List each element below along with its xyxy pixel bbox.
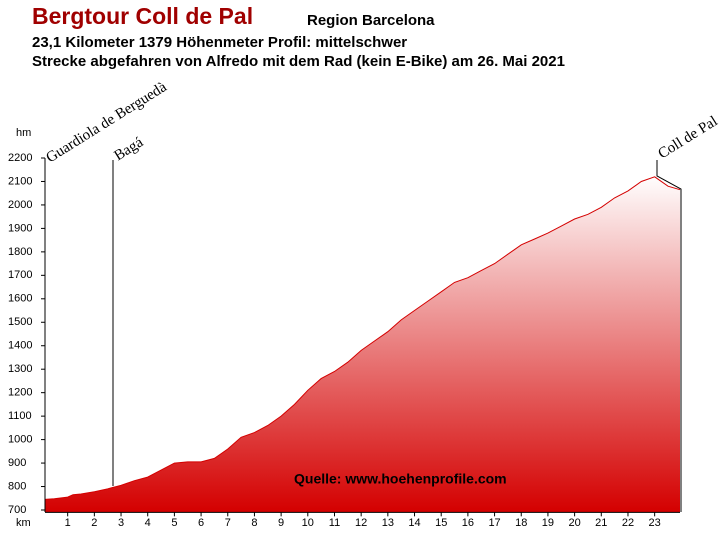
y-tick-label: 1400 <box>8 340 32 352</box>
y-tick-label: 2100 <box>8 175 32 187</box>
y-tick-label: 1900 <box>8 222 32 234</box>
annotation: Guardiola de Berguedà <box>43 79 170 166</box>
x-tick-label: 16 <box>462 517 474 529</box>
y-tick-label: 700 <box>8 504 26 516</box>
x-tick-label: 5 <box>171 517 177 529</box>
x-tick-label: 23 <box>649 517 661 529</box>
x-tick-label: 8 <box>251 517 257 529</box>
y-tick-label: 1700 <box>8 269 32 281</box>
region: Region Barcelona <box>307 12 435 29</box>
y-tick-label: 1500 <box>8 316 32 328</box>
x-axis-label: km <box>16 517 31 529</box>
subtitle: Strecke abgefahren von Alfredo mit dem R… <box>32 53 565 70</box>
x-tick-label: 1 <box>65 517 71 529</box>
x-tick-label: 22 <box>622 517 634 529</box>
area <box>45 176 680 513</box>
y-tick-label: 800 <box>8 480 26 492</box>
x-tick-label: 7 <box>225 517 231 529</box>
x-tick-label: 6 <box>198 517 204 529</box>
x-tick-label: 17 <box>488 517 500 529</box>
x-tick-label: 21 <box>595 517 607 529</box>
y-tick-label: 1000 <box>8 434 32 446</box>
y-tick-label: 2000 <box>8 199 32 211</box>
subtitle: 23,1 Kilometer 1379 Höhenmeter Profil: m… <box>32 34 407 51</box>
x-tick-label: 14 <box>408 517 420 529</box>
x-tick-label: 18 <box>515 517 527 529</box>
x-tick-label: 9 <box>278 517 284 529</box>
x-tick-label: 20 <box>568 517 580 529</box>
y-tick-label: 1800 <box>8 246 32 258</box>
annotation: Bagá <box>111 134 146 164</box>
x-tick-label: 11 <box>329 517 340 529</box>
line <box>44 176 681 500</box>
marker-line <box>656 160 682 512</box>
x-tick-label: 10 <box>302 517 314 529</box>
plot: 700 800 900 1000 1100 1200 1300 1400 1500 1600 170… <box>8 152 681 529</box>
x-tick-label: 13 <box>382 517 394 529</box>
y-tick-label: 1200 <box>8 387 32 399</box>
y-tick-label: 900 <box>8 457 26 469</box>
x-tick-label: 2 <box>91 517 97 529</box>
y-axis-label: hm <box>16 127 31 139</box>
x-tick-label: 4 <box>145 517 151 529</box>
y-tick-label: 1100 <box>8 410 32 422</box>
y-tick-label: 2200 <box>8 152 32 164</box>
source: Quelle: www.hoehenprofile.com <box>294 471 507 487</box>
x-tick-label: 12 <box>355 517 367 529</box>
x-tick-label: 3 <box>118 517 124 529</box>
annotation: Coll de Pal <box>655 113 720 162</box>
x-tick-label: 19 <box>542 517 554 529</box>
title: Bergtour Coll de Pal <box>32 3 253 29</box>
y-tick-label: 1300 <box>8 363 32 375</box>
x-tick-label: 15 <box>435 517 447 529</box>
y-tick-label: 1600 <box>8 293 32 305</box>
